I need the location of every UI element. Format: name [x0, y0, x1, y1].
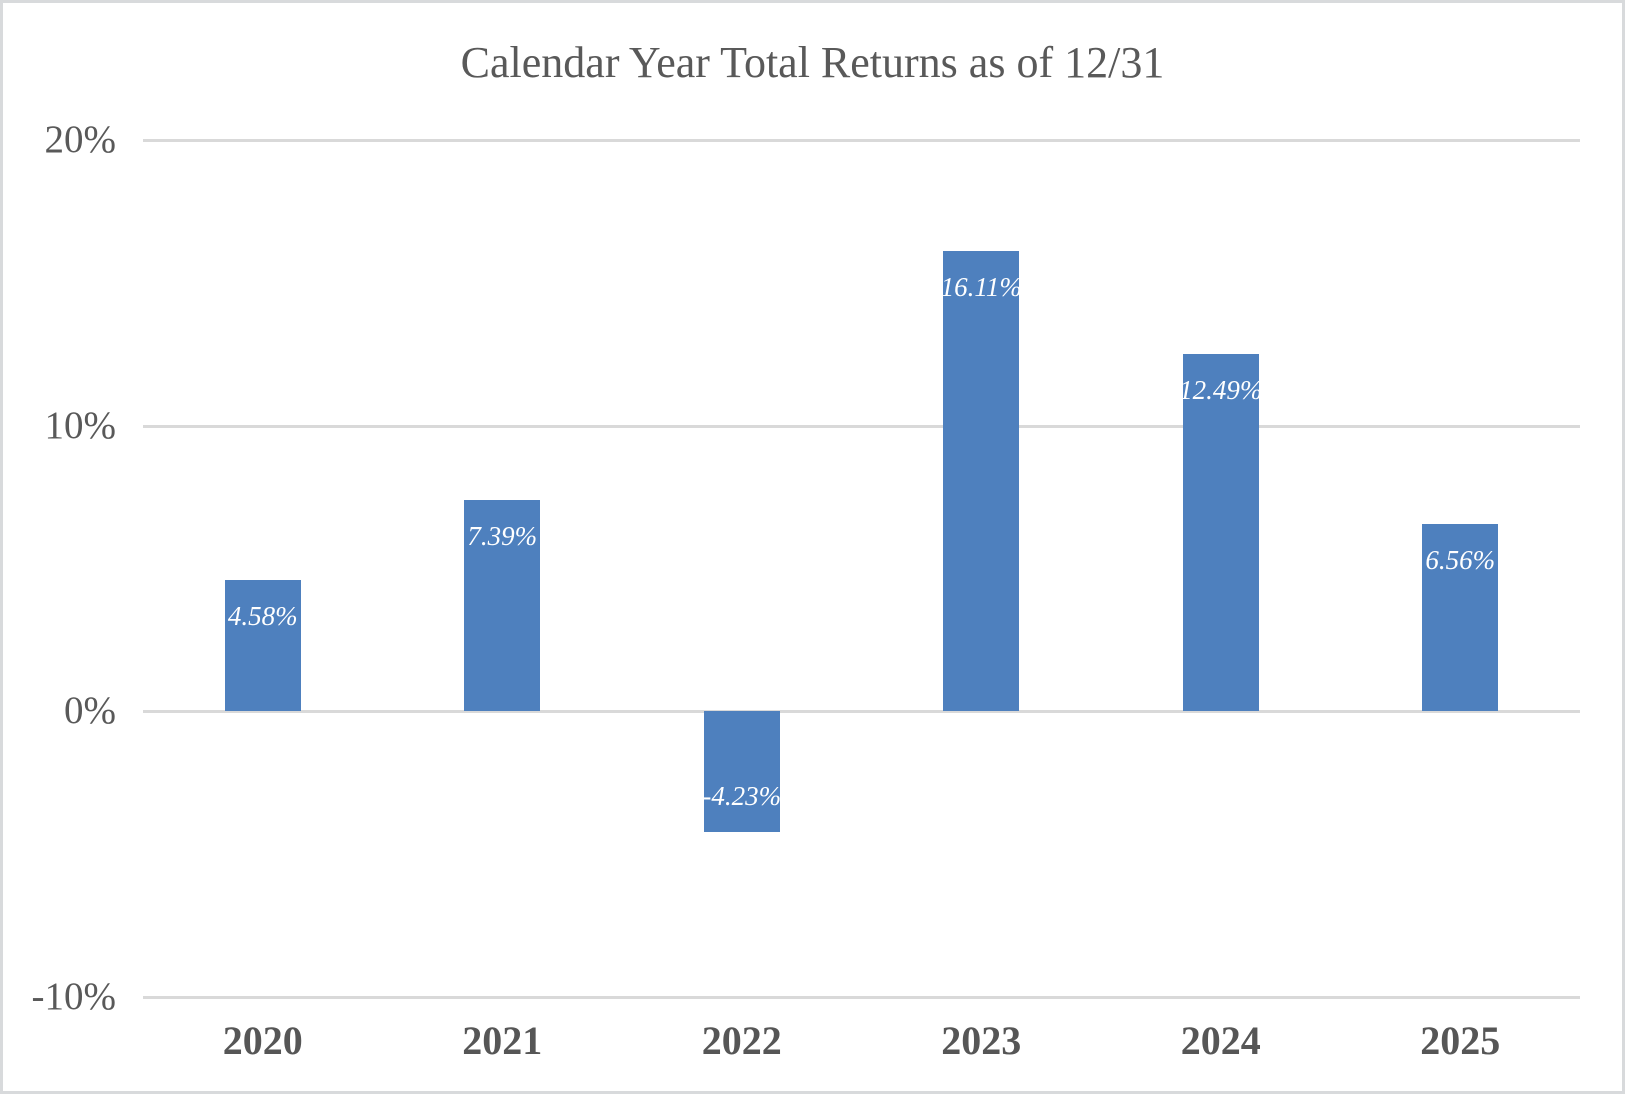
y-axis-tick-label: 0%	[64, 689, 116, 732]
gridline-10%	[143, 424, 1580, 428]
x-axis-tick-label-2021: 2021	[462, 1018, 543, 1063]
bar-2020	[224, 580, 301, 711]
y-axis-tick-label: 20%	[44, 118, 117, 161]
data-label-2021: 7.39%	[467, 521, 538, 551]
x-axis-tick-label-2024: 2024	[1180, 1018, 1261, 1063]
x-axis-tick-label-2023: 2023	[941, 1018, 1022, 1063]
y-axis-tick-label: 10%	[44, 403, 117, 447]
x-axis-tick-label-2025: 2025	[1420, 1018, 1501, 1063]
gridline-20%	[143, 139, 1580, 142]
bar-2023	[943, 251, 1020, 711]
x-axis-tick-label-2020: 2020	[222, 1018, 303, 1063]
gridline--10%	[143, 995, 1580, 999]
bar-2025	[1422, 523, 1499, 711]
data-label-2022: -4.23%	[702, 780, 782, 811]
bar-2021	[464, 500, 541, 711]
x-axis-tick-label-2022: 2022	[701, 1018, 782, 1063]
data-label-2020: 4.58%	[227, 601, 298, 632]
chart-title: Calendar Year Total Returns as of 12/31	[460, 38, 1165, 87]
data-label-2023: 16.11%	[940, 272, 1022, 303]
data-label-2024: 12.49%	[1179, 375, 1263, 406]
gridline-0%	[143, 710, 1580, 713]
plot-area: 20% 10% 0% -10% 4.58% 2020 7.39% 2021 -4.23% 2022…	[3, 3, 1622, 1091]
y-axis-tick-label: -10%	[31, 974, 116, 1018]
bar-2024	[1182, 354, 1259, 711]
bar-2022	[703, 711, 780, 832]
data-label-2025: 6.56%	[1425, 544, 1496, 575]
